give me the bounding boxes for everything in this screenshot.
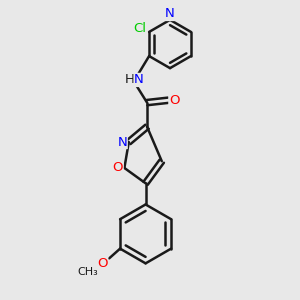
Text: H: H xyxy=(124,74,134,86)
Text: CH₃: CH₃ xyxy=(77,267,98,277)
Text: N: N xyxy=(134,74,144,86)
Text: O: O xyxy=(97,257,108,270)
Text: O: O xyxy=(169,94,179,107)
Text: O: O xyxy=(113,161,123,175)
Text: Cl: Cl xyxy=(133,22,146,35)
Text: N: N xyxy=(117,136,127,148)
Text: N: N xyxy=(165,8,175,20)
